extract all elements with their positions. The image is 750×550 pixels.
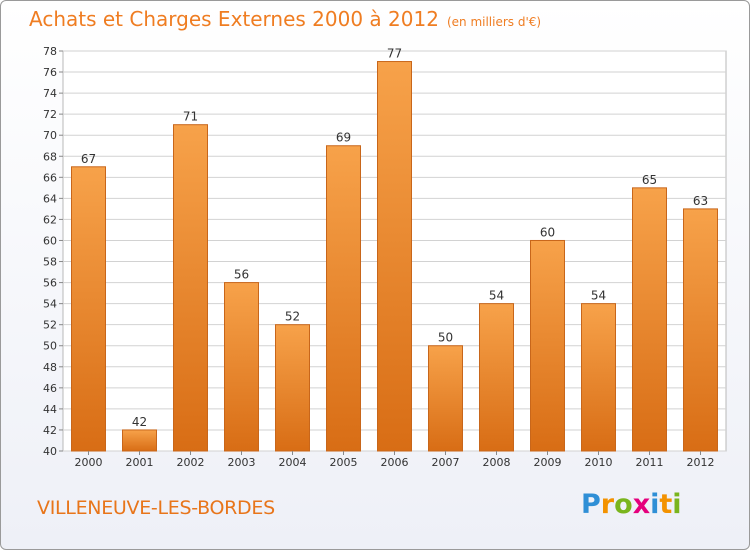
- x-tick-label: 2000: [75, 456, 103, 469]
- bar: [632, 187, 667, 452]
- bar-value-label: 54: [489, 289, 504, 303]
- x-tick-label: 2003: [228, 456, 256, 469]
- y-tick-label: 50: [43, 340, 57, 353]
- y-tick-label: 44: [43, 403, 57, 416]
- logo-letter: i: [650, 489, 660, 520]
- bar-value-label: 65: [642, 173, 657, 187]
- y-tick-label: 76: [43, 66, 57, 79]
- x-tick-label: 2012: [687, 456, 715, 469]
- city-name: VILLENEUVE-LES-BORDES: [37, 497, 275, 519]
- x-tick-label: 2010: [585, 456, 613, 469]
- bar: [122, 429, 157, 452]
- bar-value-label: 42: [132, 415, 147, 429]
- y-tick-label: 72: [43, 108, 57, 121]
- bar-value-label: 56: [234, 268, 249, 282]
- y-tick-label: 78: [43, 45, 57, 58]
- y-tick-label: 66: [43, 171, 57, 184]
- bar: [479, 303, 514, 452]
- y-tick-label: 68: [43, 150, 57, 163]
- y-axis: 40 42 44 46 48 50 52 54 56 58 60 62 64 66 68 70 72 74 76 78: [43, 45, 63, 458]
- y-tick-label: 42: [43, 424, 57, 437]
- x-tick-label: 2006: [381, 456, 409, 469]
- bar: [581, 303, 616, 452]
- bar-value-label: 52: [285, 310, 300, 324]
- bar-value-label: 67: [81, 152, 96, 166]
- x-axis: 2000 2001 2002 2003 2004 2005 2006 2007 2008 2009…: [75, 451, 715, 469]
- bar-value-label: 60: [540, 225, 555, 239]
- bar: [173, 124, 208, 452]
- y-tick-label: 74: [43, 87, 57, 100]
- bar: [530, 239, 565, 452]
- chart-title-text: Achats et Charges Externes 2000 à 2012: [29, 7, 439, 31]
- logo-letter: r: [600, 489, 615, 520]
- bar-value-label: 50: [438, 331, 453, 345]
- y-tick-label: 52: [43, 319, 57, 332]
- y-tick-label: 40: [43, 445, 57, 458]
- bar-value-label: 71: [183, 110, 198, 124]
- logo-letter: P: [581, 489, 601, 520]
- x-tick-label: 2008: [483, 456, 511, 469]
- x-tick-label: 2005: [330, 456, 358, 469]
- bar: [71, 166, 106, 452]
- x-tick-label: 2002: [177, 456, 205, 469]
- y-tick-label: 60: [43, 234, 57, 247]
- bar-value-label: 77: [387, 47, 402, 61]
- bar: [377, 61, 412, 452]
- logo-letter: t: [659, 489, 673, 520]
- bar: [224, 282, 259, 452]
- bar-value-label: 63: [693, 194, 708, 208]
- proxiti-logo: Proxiti: [581, 489, 682, 520]
- chart-subtitle: (en milliers d'€): [446, 15, 542, 29]
- y-tick-label: 48: [43, 361, 57, 374]
- y-tick-label: 70: [43, 129, 57, 142]
- bar-value-label: 69: [336, 131, 351, 145]
- y-tick-label: 64: [43, 192, 57, 205]
- y-tick-label: 54: [43, 298, 57, 311]
- y-tick-label: 46: [43, 382, 57, 395]
- bar: [428, 345, 463, 452]
- bar: [275, 324, 310, 452]
- y-tick-label: 58: [43, 256, 57, 269]
- logo-letter: i: [672, 489, 682, 520]
- logo-letter: x: [632, 489, 651, 520]
- bar: [683, 208, 718, 452]
- x-tick-label: 2004: [279, 456, 307, 469]
- x-tick-label: 2009: [534, 456, 562, 469]
- chart-title: Achats et Charges Externes 2000 à 2012 (e…: [29, 7, 541, 31]
- bar: [326, 145, 361, 452]
- x-tick-label: 2001: [126, 456, 154, 469]
- y-tick-label: 62: [43, 213, 57, 226]
- bar-value-label: 54: [591, 289, 606, 303]
- y-tick-label: 56: [43, 277, 57, 290]
- x-tick-label: 2011: [636, 456, 664, 469]
- logo-letter: o: [614, 489, 633, 520]
- x-tick-label: 2007: [432, 456, 460, 469]
